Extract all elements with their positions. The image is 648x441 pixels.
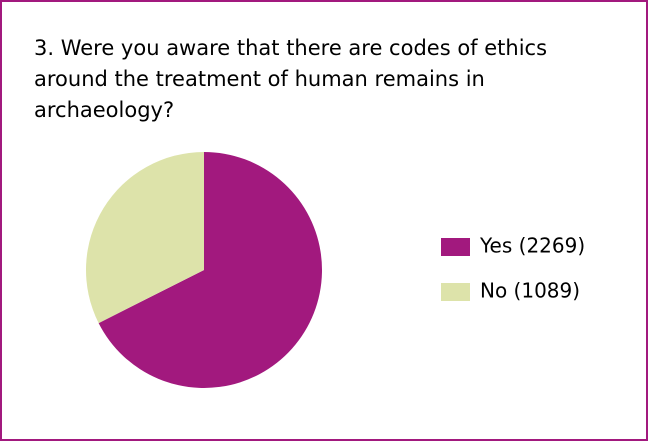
pie-slice <box>98 152 322 388</box>
legend-swatch <box>441 283 470 301</box>
legend-swatch <box>441 238 470 256</box>
chart-title: around the treatment of human remains in <box>34 67 485 91</box>
pie-slice <box>85 152 204 324</box>
legend-label: Yes (2269) <box>479 234 585 258</box>
legend-label: No (1089) <box>480 279 580 303</box>
chart-title: 3. Were you aware that there are codes o… <box>34 36 547 60</box>
chart-title: archaeology? <box>34 98 174 122</box>
